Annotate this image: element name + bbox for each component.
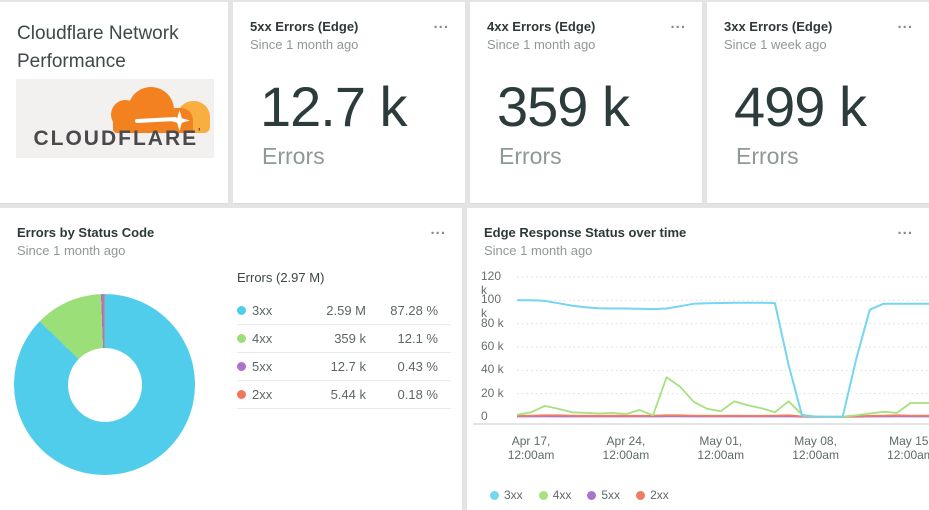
legend-dot (636, 490, 646, 500)
y-tick-label: 40 k (481, 362, 504, 377)
legend-percent: 12.1 % (397, 331, 438, 346)
legend-value: 2.59 M (326, 303, 366, 318)
stat-card-4xx: 4xx Errors (Edge) Since 1 month ago ... … (470, 2, 702, 203)
x-tick-label: May 01, 12:00am (697, 434, 745, 462)
stat-value: 359 k (497, 75, 630, 138)
donut-legend-header: Errors (2.97 M) (237, 270, 325, 285)
y-tick-label: 80 k (481, 315, 504, 330)
series-line-4xx (517, 376, 929, 418)
legend-row-2xx[interactable]: 2xx 5.44 k 0.18 % (237, 381, 451, 409)
y-tick-label: 60 k (481, 339, 504, 353)
legend-label: 5xx (252, 359, 273, 374)
card-title: 4xx Errors (Edge) (487, 19, 596, 34)
stat-unit: Errors (262, 143, 325, 169)
timeseries-legend-item-4xx[interactable]: 4xx (538, 488, 572, 502)
cloudflare-logo: CLOUDFLARE' (16, 79, 214, 158)
card-menu-icon[interactable]: ... (670, 15, 686, 32)
x-tick-label: May 15, 12:00am (887, 434, 929, 462)
legend-dot (237, 362, 246, 371)
cloudflare-wordmark: CLOUDFLARE' (33, 127, 203, 150)
x-tick-label: Apr 17, 12:00am (507, 434, 555, 462)
card-menu-icon[interactable]: ... (897, 221, 913, 238)
card-title: Errors by Status Code (17, 225, 155, 240)
legend-dot (490, 490, 499, 500)
legend-dot (538, 490, 548, 500)
legend-label: 2xx (650, 488, 669, 502)
donut-chart[interactable] (14, 294, 195, 475)
stat-unit: Errors (736, 143, 799, 169)
legend-label: 3xx (252, 303, 273, 318)
x-tick-label: May 08, 12:00am (792, 434, 839, 462)
timeseries-legend-item-5xx[interactable]: 5xx (587, 488, 620, 502)
y-tick-label: 20 k (481, 385, 504, 400)
x-tick-label: Apr 24, 12:00am (602, 434, 650, 462)
y-tick-label: 100 k (481, 292, 502, 321)
card-menu-icon[interactable]: ... (897, 15, 913, 32)
timeseries-legend: 3xx 4xx 5xx 2xx (490, 488, 669, 502)
card-subtitle: Since 1 month ago (250, 37, 359, 52)
legend-label: 5xx (601, 488, 621, 502)
edge-response-status-card: Edge Response Status over time Since 1 m… (467, 208, 929, 510)
card-subtitle: Since 1 month ago (484, 243, 593, 258)
donut-hole (67, 347, 142, 422)
bottom-row: Errors by Status Code Since 1 month ago … (0, 208, 929, 510)
cloudflare-cloud-icon (111, 86, 210, 133)
donut-legend: Errors (2.97 M) 3xx 2.59 M 87.28 % 4xx 359 k… (237, 270, 451, 409)
legend-value: 12.7 k (330, 359, 366, 374)
legend-dot (237, 390, 246, 399)
stat-value: 12.7 k (260, 75, 408, 138)
page-title: Cloudflare Network Performance (17, 23, 179, 72)
card-menu-icon[interactable]: ... (430, 221, 446, 238)
y-tick-label: 0 (481, 409, 488, 423)
legend-label: 4xx (552, 488, 572, 502)
series-line-3xx (517, 299, 929, 418)
top-row: Cloudflare Network Performance CLOUDFLAR… (0, 2, 929, 203)
card-subtitle: Since 1 month ago (487, 37, 596, 52)
legend-row-4xx[interactable]: 4xx 359 k 12.1 % (237, 325, 451, 353)
legend-row-3xx[interactable]: 3xx 2.59 M 87.28 % (237, 297, 451, 325)
y-tick-label: 120 k (481, 269, 502, 297)
legend-dot (237, 306, 246, 315)
legend-row-5xx[interactable]: 5xx 12.7 k 0.43 % (237, 353, 451, 381)
legend-label: 4xx (252, 331, 273, 346)
card-subtitle: Since 1 month ago (17, 243, 126, 258)
x-axis-line (473, 423, 929, 425)
legend-dot (587, 490, 597, 500)
legend-dot (237, 334, 246, 343)
legend-value: 5.44 k (330, 387, 366, 402)
legend-value: 359 k (334, 331, 366, 346)
card-title: 5xx Errors (Edge) (250, 19, 359, 34)
donut-legend-table: 3xx 2.59 M 87.28 % 4xx 359 k 12.1 % 5xx 12.7 k 0… (237, 297, 451, 409)
legend-label: 2xx (252, 387, 273, 402)
series-line-2xx (517, 414, 929, 418)
card-title: 3xx Errors (Edge) (724, 19, 833, 34)
card-subtitle: Since 1 week ago (724, 37, 827, 52)
dashboard-title-card: Cloudflare Network Performance CLOUDFLAR… (0, 2, 228, 203)
timeseries-legend-item-3xx[interactable]: 3xx (490, 488, 523, 502)
timeseries-legend-item-2xx[interactable]: 2xx (636, 488, 669, 502)
legend-label: 3xx (504, 488, 523, 502)
stat-card-5xx: 5xx Errors (Edge) Since 1 month ago ... … (233, 2, 465, 203)
timeseries-chart (517, 276, 929, 418)
legend-percent: 0.18 % (397, 387, 438, 402)
legend-percent: 0.43 % (397, 359, 438, 374)
stat-value: 499 k (734, 75, 867, 138)
card-title: Edge Response Status over time (484, 225, 687, 240)
legend-percent: 87.28 % (390, 303, 438, 318)
stat-card-3xx: 3xx Errors (Edge) Since 1 week ago ... 4… (707, 2, 929, 203)
errors-by-status-code-card: Errors by Status Code Since 1 month ago … (0, 208, 462, 510)
card-menu-icon[interactable]: ... (433, 15, 449, 32)
stat-unit: Errors (499, 143, 562, 169)
